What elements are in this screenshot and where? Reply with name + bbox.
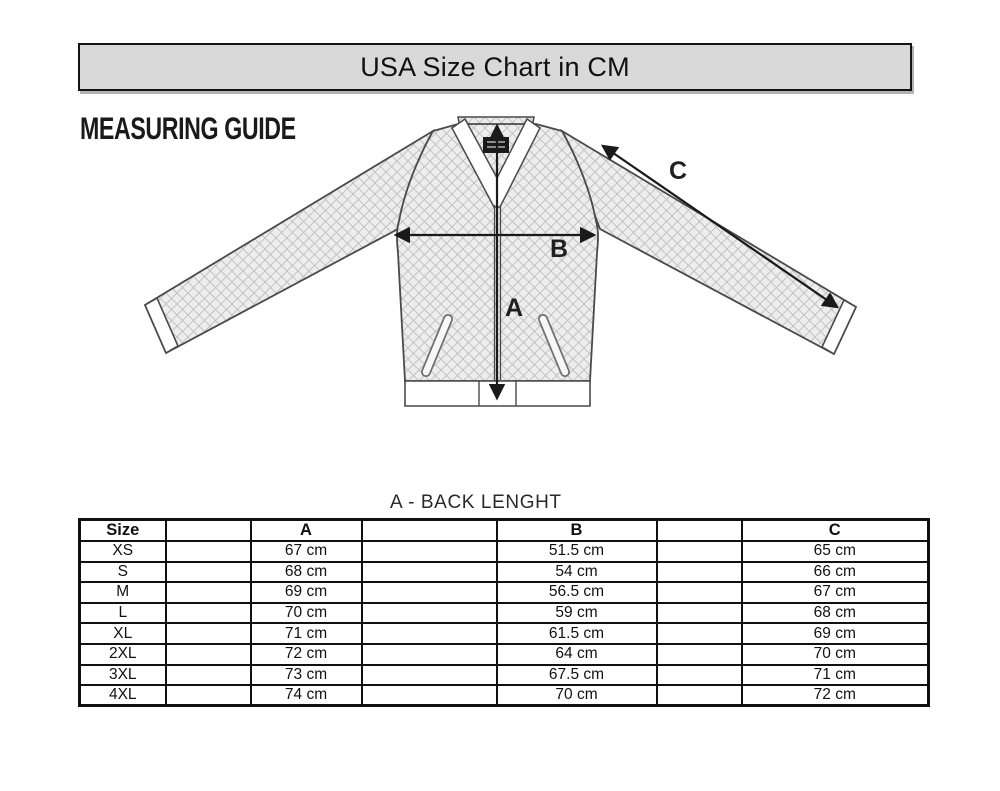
measuring-guide-heading: MEASURING GUIDE <box>80 112 296 147</box>
cell-b: 56.5 cm <box>495 581 658 604</box>
cell-a: 72 cm <box>249 642 363 666</box>
jacket-diagram: A B C <box>143 116 858 407</box>
cell-spacer <box>360 663 498 687</box>
page-title: USA Size Chart in CM <box>78 43 912 91</box>
jacket-sleeve-right <box>560 128 858 356</box>
cell-c: 72 cm <box>740 684 930 707</box>
cell-size: M <box>78 581 167 604</box>
cell-spacer <box>655 560 743 584</box>
cell-spacer <box>164 642 252 666</box>
cell-b: 51.5 cm <box>495 540 658 563</box>
cell-c: 71 cm <box>740 663 930 687</box>
cell-spacer <box>655 642 743 666</box>
table-row-xl: XL 71 cm 61.5 cm 69 cm <box>78 622 930 645</box>
cell-size: 4XL <box>78 684 167 707</box>
arrow-label-a: A <box>505 294 523 322</box>
cell-size: L <box>78 601 167 625</box>
legend-item-a: A - BACK LENGHT <box>390 492 562 513</box>
cell-a: 69 cm <box>249 581 363 604</box>
col-header-spacer2 <box>360 518 498 542</box>
cell-size: 3XL <box>78 663 167 687</box>
cell-c: 68 cm <box>740 601 930 625</box>
cell-c: 70 cm <box>740 642 930 666</box>
cell-spacer <box>360 684 498 707</box>
page-title-text: USA Size Chart in CM <box>360 51 630 82</box>
size-table: Size A B C XS 67 cm 51.5 cm 65 cm S <box>78 518 930 708</box>
cell-spacer <box>164 581 252 604</box>
jacket-pocket-right <box>538 314 570 377</box>
cell-spacer <box>655 684 743 707</box>
arrow-label-c: C <box>669 157 687 185</box>
cell-size: S <box>78 560 167 584</box>
cell-spacer <box>655 663 743 687</box>
col-header-spacer3 <box>655 518 743 542</box>
col-header-size: Size <box>78 518 167 542</box>
cell-c: 67 cm <box>740 581 930 604</box>
cell-a: 74 cm <box>249 684 363 707</box>
cell-c: 65 cm <box>740 540 930 563</box>
cell-size: XL <box>78 622 167 645</box>
cell-spacer <box>360 601 498 625</box>
jacket-sleeve-left <box>143 128 435 355</box>
jacket-hem-dividers <box>478 381 517 406</box>
cell-spacer <box>655 540 743 563</box>
table-row-l: L 70 cm 59 cm 68 cm <box>78 601 930 625</box>
cell-spacer <box>164 684 252 707</box>
jacket-cuff-right <box>820 298 858 356</box>
table-row-s: S 68 cm 54 cm 66 cm <box>78 560 930 584</box>
arrow-c-sleeve-length <box>600 144 840 309</box>
col-header-c: C <box>740 518 930 542</box>
cell-a: 67 cm <box>249 540 363 563</box>
cell-spacer <box>655 622 743 645</box>
cell-size: XS <box>78 540 167 563</box>
cell-spacer <box>164 663 252 687</box>
col-header-b: B <box>495 518 658 542</box>
cell-b: 59 cm <box>495 601 658 625</box>
cell-b: 67.5 cm <box>495 663 658 687</box>
cell-c: 66 cm <box>740 560 930 584</box>
table-row-3xl: 3XL 73 cm 67.5 cm 71 cm <box>78 663 930 687</box>
col-header-a: A <box>249 518 363 542</box>
cell-spacer <box>360 540 498 563</box>
col-header-spacer1 <box>164 518 252 542</box>
table-row-xs: XS 67 cm 51.5 cm 65 cm <box>78 540 930 563</box>
jacket-pocket-left <box>421 314 453 377</box>
table-row-2xl: 2XL 72 cm 64 cm 70 cm <box>78 642 930 666</box>
cell-spacer <box>360 642 498 666</box>
cell-a: 71 cm <box>249 622 363 645</box>
cell-spacer <box>164 560 252 584</box>
cell-a: 68 cm <box>249 560 363 584</box>
size-table-header-row: Size A B C <box>78 518 930 542</box>
cell-spacer <box>655 581 743 604</box>
table-row-4xl: 4XL 74 cm 70 cm 72 cm <box>78 684 930 707</box>
jacket-cuff-left <box>143 296 180 355</box>
cell-c: 69 cm <box>740 622 930 645</box>
cell-size: 2XL <box>78 642 167 666</box>
cell-spacer <box>360 581 498 604</box>
cell-b: 70 cm <box>495 684 658 707</box>
cell-a: 70 cm <box>249 601 363 625</box>
cell-b: 61.5 cm <box>495 622 658 645</box>
cell-b: 64 cm <box>495 642 658 666</box>
cell-spacer <box>360 622 498 645</box>
cell-spacer <box>360 560 498 584</box>
cell-a: 73 cm <box>249 663 363 687</box>
cell-b: 54 cm <box>495 560 658 584</box>
cell-spacer <box>655 601 743 625</box>
table-row-m: M 69 cm 56.5 cm 67 cm <box>78 581 930 604</box>
cell-spacer <box>164 622 252 645</box>
cell-spacer <box>164 601 252 625</box>
arrow-label-b: B <box>550 235 568 263</box>
cell-spacer <box>164 540 252 563</box>
